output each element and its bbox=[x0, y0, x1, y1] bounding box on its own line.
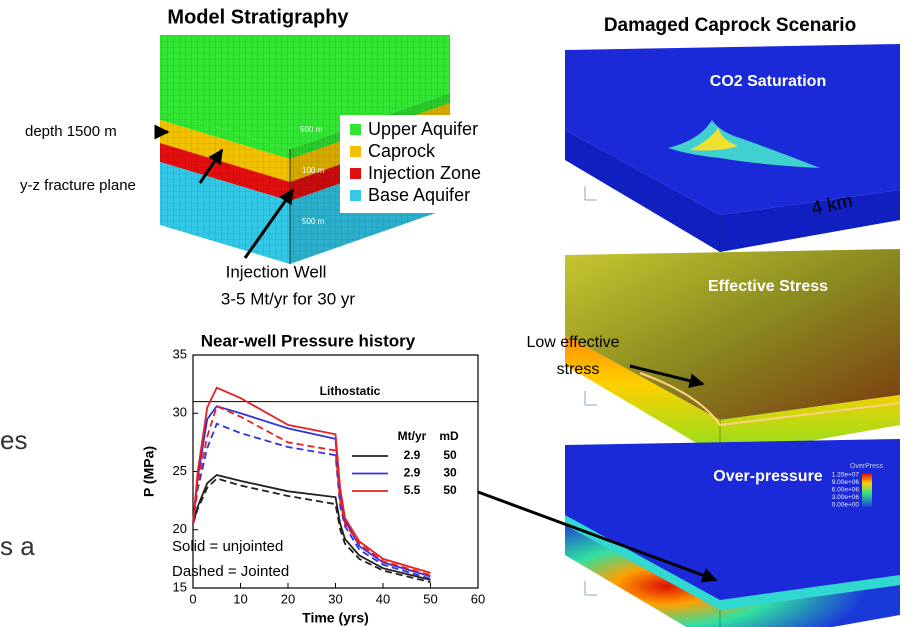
legend-label: 30 bbox=[443, 466, 457, 480]
slab: CO2 Saturation bbox=[565, 44, 900, 252]
page: CO2 Saturation Effective Stress Over-press… bbox=[0, 0, 920, 627]
x-tick-label: 40 bbox=[376, 591, 390, 606]
pressure-chart: 0 10 20 30 40 50 60 15 20 25 30 35 Time (yrs) P (MPa)… bbox=[141, 331, 486, 625]
slide: CO2 Saturation Effective Stress Over-press… bbox=[0, 0, 920, 627]
legend-header: mD bbox=[439, 429, 459, 443]
legend-swatch bbox=[350, 146, 361, 157]
y-tick-label: 35 bbox=[173, 346, 187, 361]
y-tick-label: 30 bbox=[173, 405, 187, 420]
y-tick-label: 25 bbox=[173, 463, 187, 478]
legend-label: 50 bbox=[443, 448, 457, 462]
annotation: 3-5 Mt/yr for 30 yr bbox=[221, 289, 355, 308]
axes-icon bbox=[585, 186, 597, 200]
legend-label: Injection Zone bbox=[368, 163, 481, 183]
x-axis-label: Time (yrs) bbox=[302, 610, 369, 626]
dimension-label: 500 m bbox=[300, 125, 323, 134]
annotation: Solid = unjointed bbox=[172, 538, 283, 555]
x-tick-label: 20 bbox=[281, 591, 295, 606]
stratigraphy-block bbox=[160, 35, 510, 264]
y-axis-label: P (MPa) bbox=[141, 446, 157, 497]
x-tick-label: 10 bbox=[233, 591, 247, 606]
annotation: Injection Well bbox=[226, 262, 327, 281]
slide-text: s a bbox=[0, 531, 35, 561]
x-tick-label: 0 bbox=[189, 591, 196, 606]
slab: Effective Stress bbox=[565, 249, 900, 457]
annotation: y-z fracture plane bbox=[20, 177, 136, 194]
x-tick-label: 50 bbox=[423, 591, 437, 606]
legend-label: 2.9 bbox=[404, 448, 421, 462]
legend-label: 50 bbox=[443, 483, 457, 497]
legend-label: 2.9 bbox=[404, 466, 421, 480]
annotation: stress bbox=[557, 361, 600, 378]
annotation: depth 1500 m bbox=[25, 123, 117, 140]
colorbar-label: 6.00e+06 bbox=[832, 487, 860, 494]
panel-title: Damaged Caprock Scenario bbox=[604, 15, 856, 36]
colorbar-label: 3.00e+06 bbox=[832, 494, 860, 501]
annotation: Low effective bbox=[526, 334, 619, 351]
annotation: Dashed = Jointed bbox=[172, 563, 289, 580]
panel-label: CO2 Saturation bbox=[710, 73, 826, 90]
legend-label: Upper Aquifer bbox=[368, 119, 478, 139]
panel-label: Effective Stress bbox=[708, 278, 828, 295]
x-tick-label: 30 bbox=[328, 591, 342, 606]
colorbar bbox=[862, 473, 872, 507]
axes-icon bbox=[585, 581, 597, 595]
colorbar-label: 1.20e+07 bbox=[832, 472, 860, 479]
legend-label: 5.5 bbox=[404, 483, 421, 497]
legend-swatch bbox=[350, 168, 361, 179]
dimension-label: 500 m bbox=[302, 217, 325, 226]
y-tick-label: 20 bbox=[173, 521, 187, 536]
dimension-label: 100 m bbox=[302, 166, 325, 175]
legend-label: Caprock bbox=[368, 141, 436, 161]
y-tick-label: 15 bbox=[173, 579, 187, 594]
colorbar-label: 9.00e+06 bbox=[832, 479, 860, 486]
slide-text: es bbox=[0, 425, 27, 455]
x-tick-label: 60 bbox=[471, 591, 485, 606]
legend-swatch bbox=[350, 190, 361, 201]
legend-label: Base Aquifer bbox=[368, 185, 470, 205]
panel-title: Model Stratigraphy bbox=[167, 6, 349, 28]
colorbar-title: OverPress bbox=[850, 463, 884, 470]
reference-label: Lithostatic bbox=[320, 384, 381, 398]
colorbar-label: 0.00e+00 bbox=[832, 502, 860, 509]
legend-header: Mt/yr bbox=[398, 429, 427, 443]
panel-label: Over-pressure bbox=[713, 468, 822, 485]
chart-title: Near-well Pressure history bbox=[201, 331, 416, 350]
axes-icon bbox=[585, 391, 597, 405]
legend-swatch bbox=[350, 124, 361, 135]
